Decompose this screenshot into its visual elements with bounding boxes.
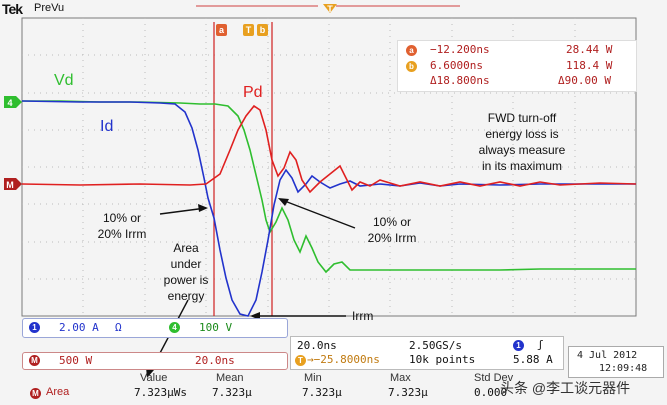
ch4-icon: 4 (169, 322, 180, 333)
trigger-position-icon: T (295, 355, 306, 366)
brand-logo: Tek (2, 1, 23, 17)
math-ground-marker: M (4, 178, 22, 190)
ch1-ch4-status[interactable]: 1 2.00 A Ω 4 100 V (22, 318, 288, 338)
area-max: 7.323μ (388, 386, 428, 399)
vd-trace (22, 100, 636, 274)
cursor-a-time: −12.200ns (430, 43, 490, 56)
cursor-b-time: 6.6000ns (430, 59, 483, 72)
svg-text:M: M (6, 180, 14, 190)
trigger-position: →−25.8000ns (307, 353, 380, 366)
math-icon: M (29, 355, 40, 366)
cursor-delta-time: Δ18.800ns (430, 74, 490, 87)
ch1-scale: 2.00 A (59, 321, 99, 334)
cursor-b-value: 118.4 W (566, 59, 613, 72)
fwd-note-line: FWD turn-off (487, 111, 557, 125)
left-irrm-line: 20% Irrm (97, 227, 147, 241)
math-scale: 500 W (59, 354, 93, 367)
fwd-note-line: always measure (478, 143, 566, 157)
record-length: 10k points (409, 353, 476, 366)
trigger-source-icon: 1 (513, 340, 524, 351)
irrm-note: Irrm (352, 309, 374, 323)
math-timescale: 20.0ns (195, 354, 235, 367)
cursor-delta-row: Δ18.800ns Δ90.00 W (398, 74, 636, 90)
time: 12:09:48 (599, 363, 648, 374)
area-min: 7.323μ (302, 386, 342, 399)
area-name: Area (46, 386, 70, 398)
svg-text:T: T (327, 4, 333, 14)
fwd-note: FWD turn-off energy loss is always measu… (462, 110, 582, 174)
area-note-line: energy (167, 289, 205, 303)
date-time-box: 4 Jul 2012 12:09:48 (568, 346, 664, 378)
right-irrm-line: 20% Irrm (367, 231, 417, 245)
timebase-panel[interactable]: 20.0ns 2.50GS/s 1 ʃ T →−25.8000ns 10k po… (290, 336, 564, 370)
acquisition-mode: PreVu (34, 2, 65, 14)
id-label: Id (100, 118, 114, 135)
pd-trace (21, 104, 637, 194)
cursor-a-row: a −12.200ns 28.44 W (398, 43, 636, 59)
date: 4 Jul 2012 (577, 350, 638, 361)
ch1-icon: 1 (29, 322, 40, 333)
fwd-note-line: energy loss is (485, 127, 559, 141)
cursor-a-value: 28.44 W (566, 43, 613, 56)
ch4-ground-marker: 4 (4, 96, 22, 108)
timebase: 20.0ns (297, 339, 337, 352)
math-status[interactable]: M 500 W 20.0ns (22, 352, 288, 370)
cursor-b-label: T b (243, 24, 268, 36)
left-irrm-arrow (159, 207, 207, 215)
watermark: 头条 @李工谈元器件 (500, 380, 631, 396)
right-irrm-note: 10% or 20% Irrm (352, 214, 432, 246)
area-stddev: 0.000 (474, 386, 508, 399)
cursor-b-row: b 6.6000ns 118.4 W (398, 59, 636, 75)
svg-text:b: b (260, 25, 266, 35)
cursor-b-icon: b (406, 61, 417, 72)
svg-text:a: a (219, 25, 225, 35)
col-header: Std Dev (474, 372, 514, 384)
area-note-line: under (170, 257, 202, 271)
area-mean: 7.323μ (212, 386, 252, 399)
trigger-level: 5.88 A (513, 353, 553, 366)
right-irrm-arrow (281, 199, 356, 229)
left-irrm-line: 10% or (102, 211, 142, 225)
col-header: Value (140, 372, 168, 384)
area-note: Area under power is energy (146, 240, 226, 304)
left-irrm-note: 10% or 20% Irrm (82, 210, 162, 242)
col-header: Mean (216, 372, 244, 384)
col-header: Max (390, 372, 411, 384)
col-header: Min (304, 372, 322, 384)
graticule-grid (22, 18, 636, 316)
area-value: 7.323μWs (134, 386, 187, 399)
ch1-termination: Ω (115, 321, 122, 334)
svg-text:4: 4 (7, 98, 12, 108)
cursor-a-icon: a (406, 45, 417, 56)
area-math-icon: M (30, 388, 41, 399)
area-note-line: power is (163, 273, 209, 287)
right-irrm-line: 10% or (372, 215, 412, 229)
vd-label: Vd (54, 72, 74, 89)
cursor-a-label: a (216, 24, 227, 36)
pd-label: Pd (243, 84, 263, 101)
top-bar: Tek PreVu (0, 0, 667, 20)
fwd-note-line: in its maximum (481, 159, 562, 173)
sample-rate: 2.50GS/s (409, 339, 462, 352)
cursor-readout: a −12.200ns 28.44 W b 6.6000ns 118.4 W Δ… (397, 40, 637, 92)
trigger-slope-icon: ʃ (537, 338, 544, 351)
area-note-line: Area (173, 241, 199, 255)
ch4-scale: 100 V (199, 321, 233, 334)
cursor-delta-value: Δ90.00 W (558, 74, 611, 87)
svg-text:T: T (246, 25, 252, 35)
trigger-position-marker: T (323, 4, 337, 14)
area-measurement: M Area Value Mean Min Max Std Dev 7.323μ… (22, 372, 532, 402)
